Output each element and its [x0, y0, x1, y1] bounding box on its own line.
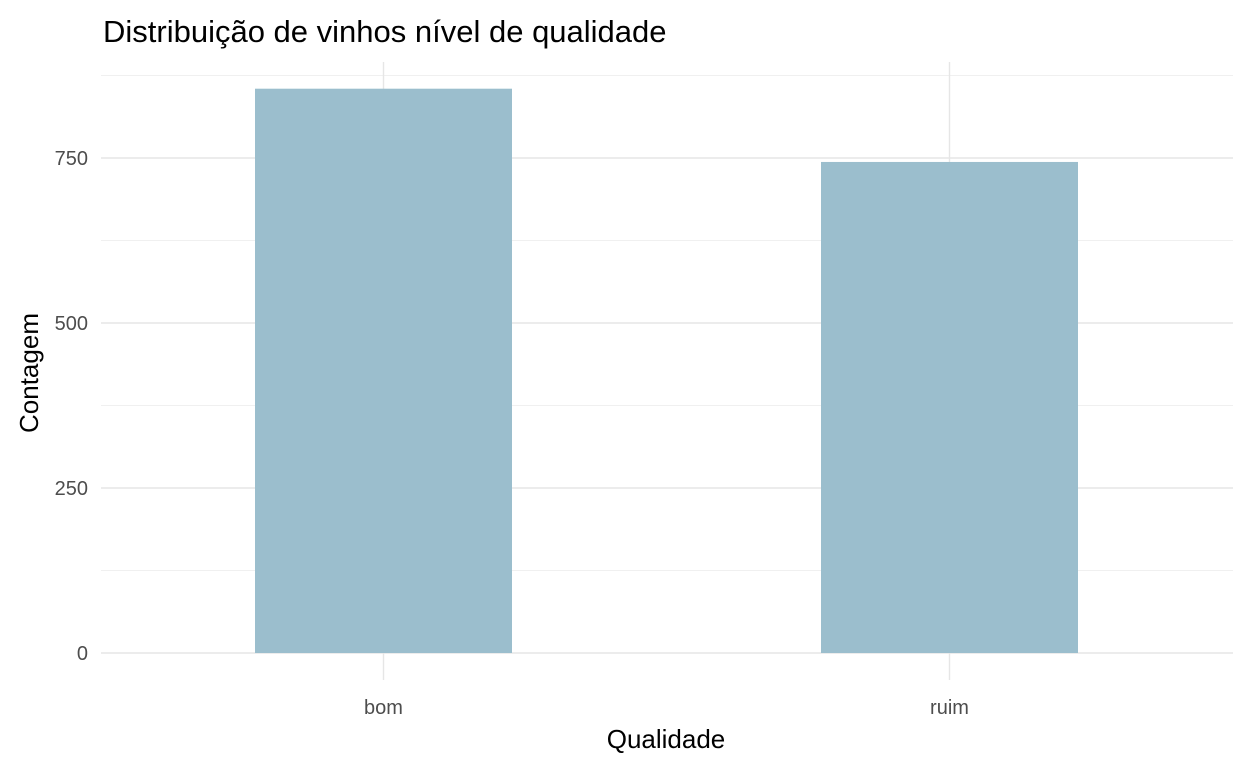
y-tick-label: 0: [77, 643, 88, 665]
chart-title: Distribuição de vinhos nível de qualidad…: [103, 14, 667, 49]
bar-bom: [255, 88, 512, 653]
y-tick-label: 250: [55, 478, 88, 500]
x-tick-label-bom: bom: [364, 697, 403, 719]
x-tick-label-ruim: ruim: [930, 697, 969, 719]
y-tick-label: 750: [55, 148, 88, 170]
x-axis-title: Qualidade: [607, 724, 726, 754]
y-axis-ticks: 0 250 500 750: [55, 148, 88, 665]
bars: [255, 88, 1078, 653]
y-axis-title: Contagem: [14, 313, 44, 433]
y-tick-label: 500: [55, 313, 88, 335]
bar-ruim: [821, 161, 1078, 653]
x-axis-ticks: bom ruim: [364, 697, 969, 719]
